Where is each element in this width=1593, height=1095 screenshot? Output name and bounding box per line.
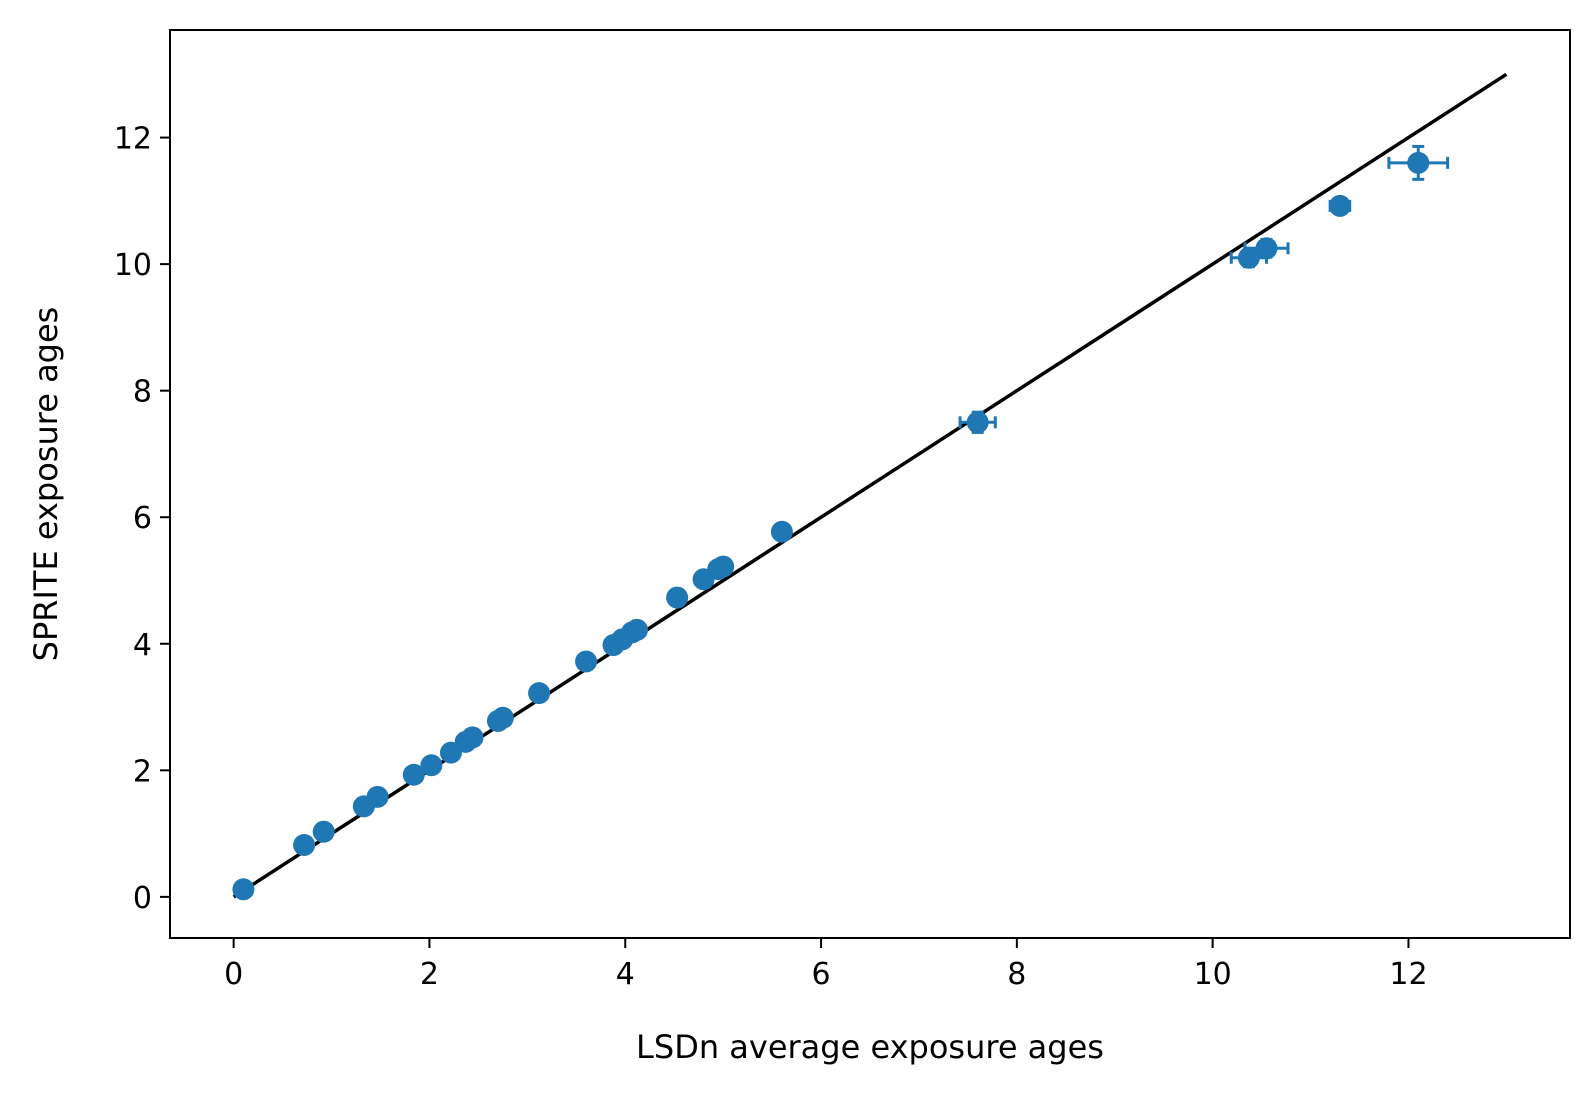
x-tick-label: 4 bbox=[616, 957, 635, 992]
y-tick-label: 8 bbox=[133, 375, 152, 410]
x-tick-label: 0 bbox=[224, 957, 243, 992]
y-tick-layer: 0 2 4 6 8 10 12 bbox=[114, 122, 170, 916]
y-tick-label: 10 bbox=[114, 248, 152, 283]
y-tick-label: 12 bbox=[114, 122, 152, 157]
data-point bbox=[712, 555, 735, 578]
data-point bbox=[575, 650, 598, 673]
data-point bbox=[528, 682, 551, 705]
data-point bbox=[366, 785, 389, 808]
x-tick-label: 12 bbox=[1389, 957, 1427, 992]
x-tick-label: 10 bbox=[1194, 957, 1232, 992]
data-point bbox=[402, 763, 425, 786]
data-point bbox=[666, 586, 689, 609]
data-point bbox=[1237, 246, 1260, 269]
y-tick-label: 4 bbox=[133, 628, 152, 663]
x-tick-layer: 0 2 4 6 8 10 12 bbox=[224, 938, 1428, 992]
y-axis-label: SPRITE exposure ages bbox=[27, 307, 65, 662]
x-tick-label: 6 bbox=[812, 957, 831, 992]
x-tick-label: 8 bbox=[1007, 957, 1026, 992]
y-tick-label: 0 bbox=[133, 881, 152, 916]
data-point bbox=[1407, 151, 1430, 174]
data-point bbox=[625, 618, 648, 641]
data-point-layer bbox=[232, 151, 1430, 901]
data-point bbox=[312, 820, 335, 843]
data-point bbox=[770, 520, 793, 543]
y-tick-label: 2 bbox=[133, 754, 152, 789]
plot-frame bbox=[169, 29, 1571, 939]
y-tick-label: 6 bbox=[133, 501, 152, 536]
data-point bbox=[491, 706, 514, 729]
data-point bbox=[420, 754, 443, 777]
data-point bbox=[1255, 237, 1278, 260]
data-point bbox=[232, 878, 255, 901]
data-point bbox=[293, 833, 316, 856]
data-point bbox=[461, 726, 484, 749]
x-tick-label: 2 bbox=[420, 957, 439, 992]
data-point bbox=[1328, 194, 1351, 217]
x-axis-label: LSDn average exposure ages bbox=[636, 1028, 1104, 1066]
data-point bbox=[966, 411, 989, 434]
